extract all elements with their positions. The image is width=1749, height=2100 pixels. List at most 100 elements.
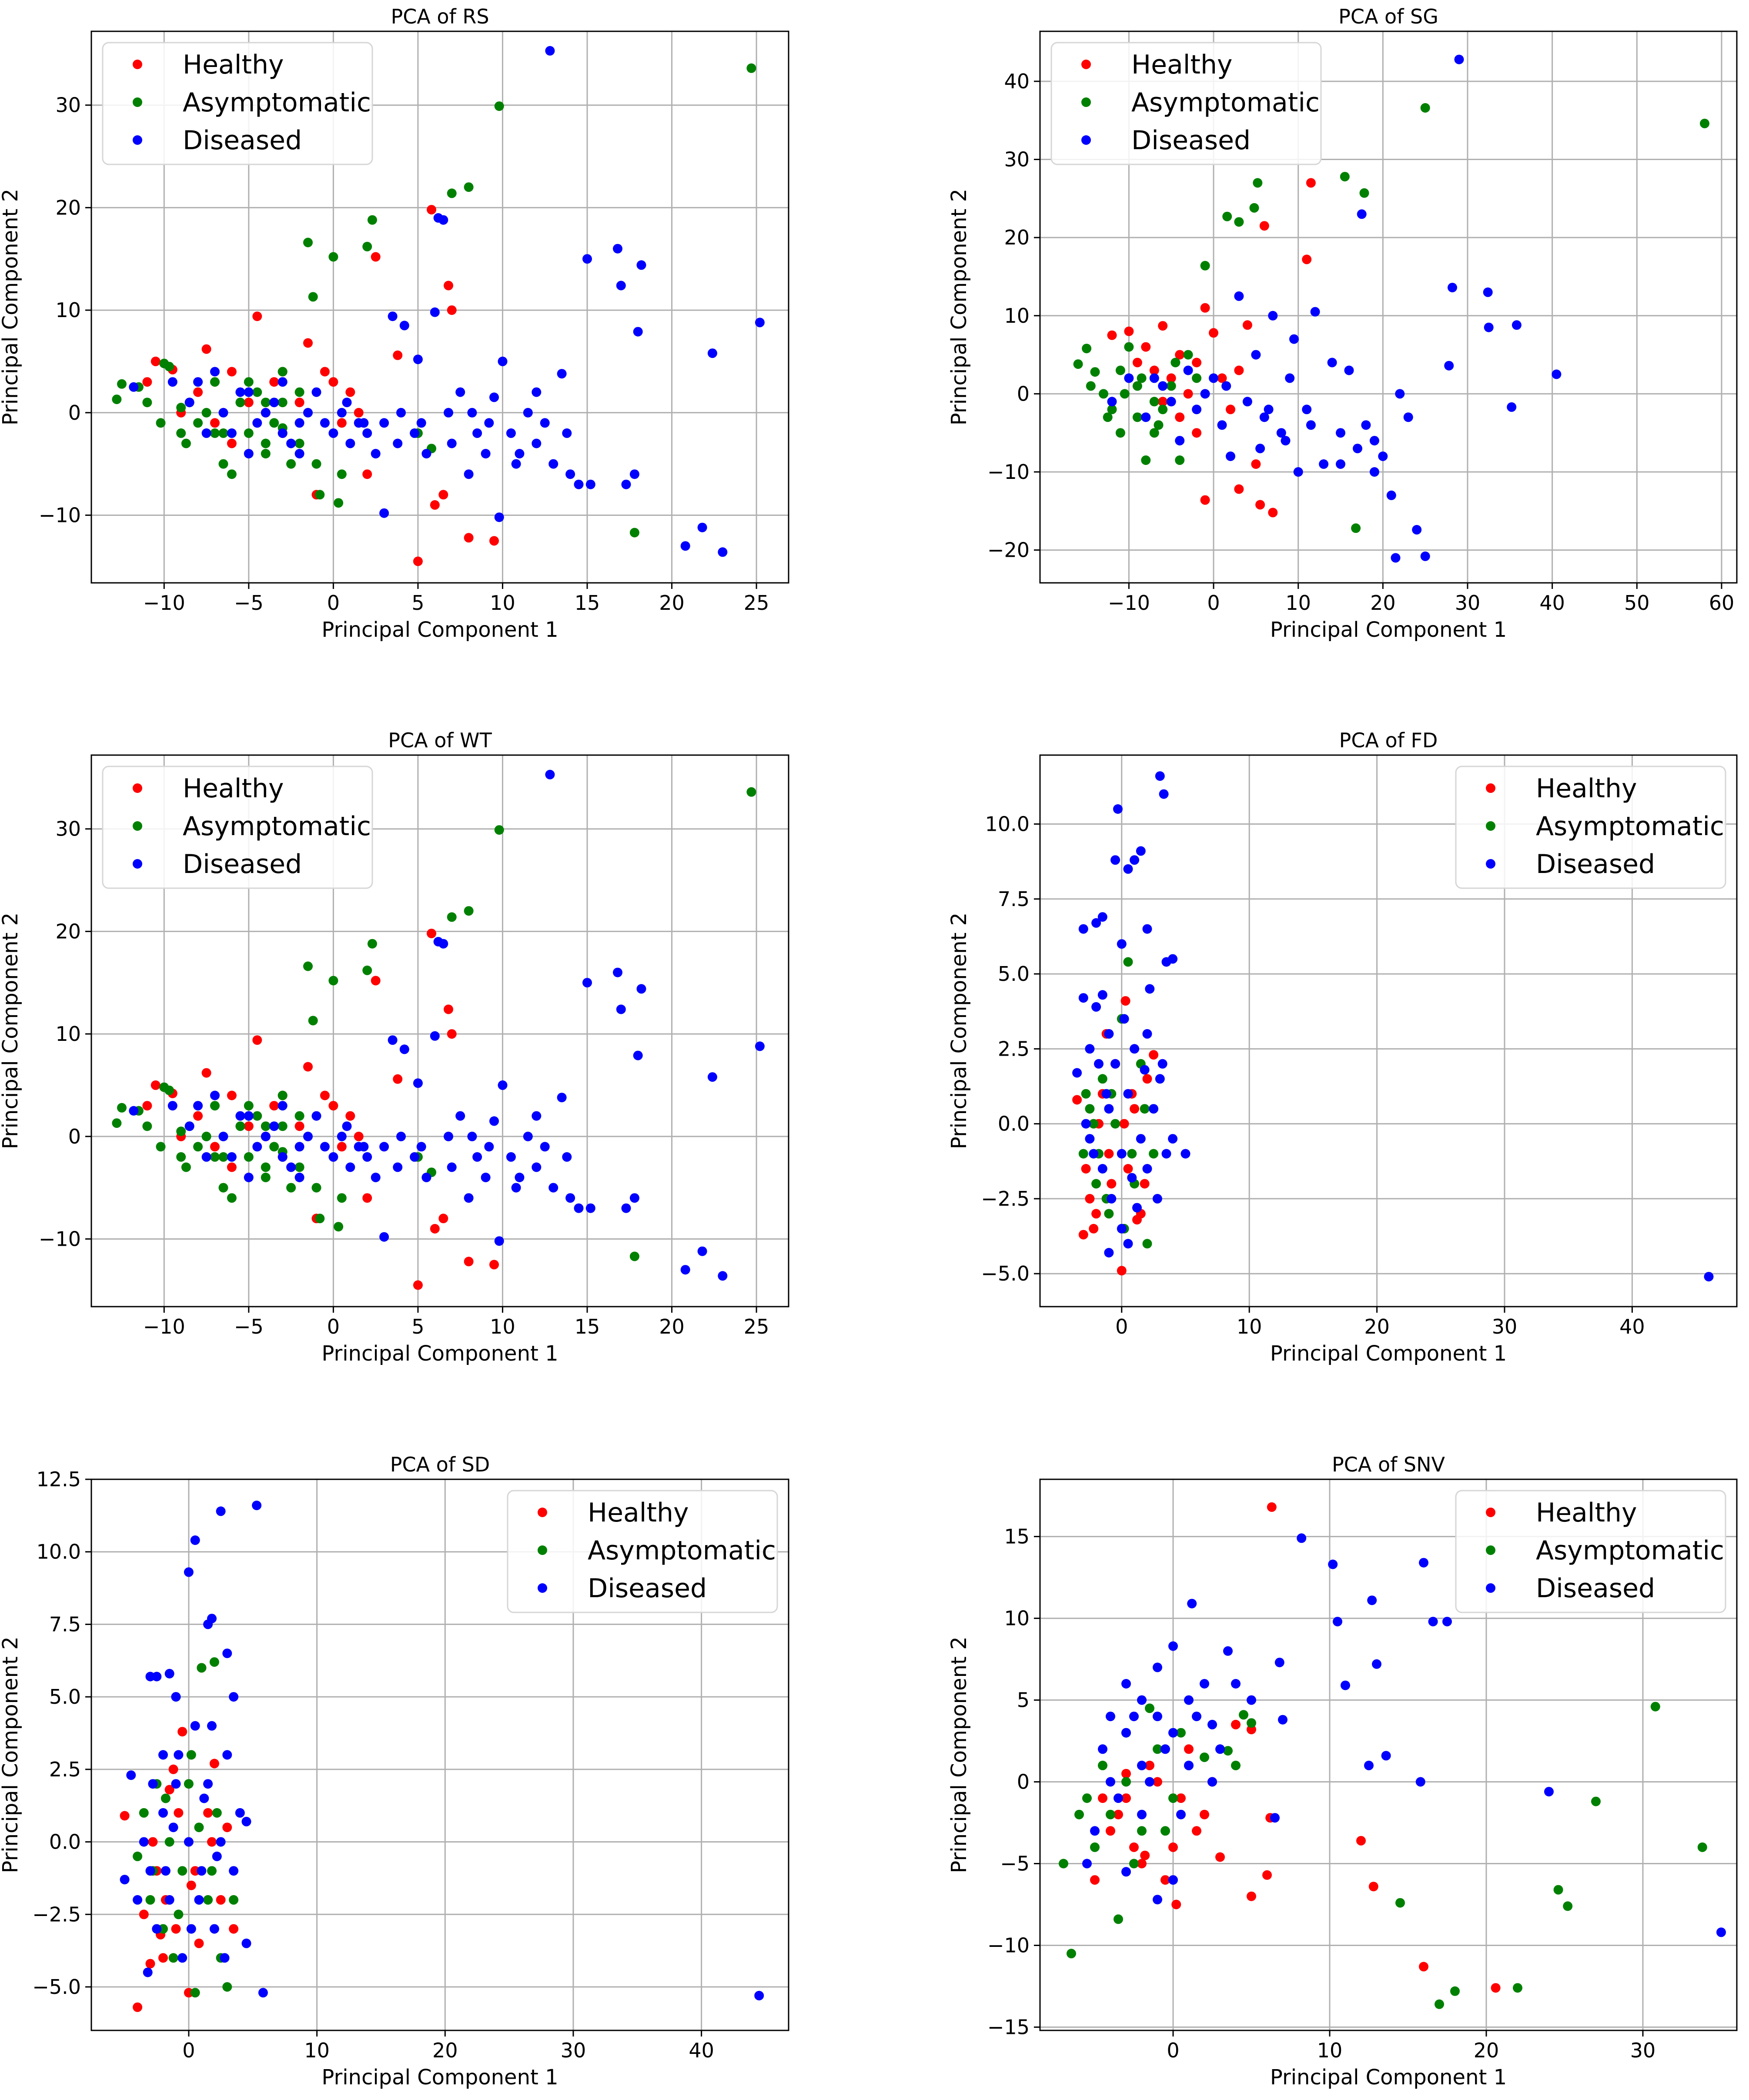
data-point-healthy [1368, 1882, 1378, 1892]
data-point-asymptomatic [244, 1101, 254, 1111]
subplot-4: 0 10 20 30 40 −5.0 −2.5 0.0 2.5 5.0 7.5 10.0 PCA of … [947, 729, 1738, 1366]
data-point-diseased [498, 1080, 508, 1090]
legend-label-asymptomatic: Asymptomatic [1536, 811, 1724, 842]
legend-marker-asymptomatic [1486, 1545, 1495, 1555]
data-point-diseased [359, 418, 369, 428]
data-point-diseased [1117, 1224, 1127, 1234]
x-tick-label: 40 [1539, 591, 1565, 615]
series-diseased [1072, 771, 1714, 1282]
series-asymptomatic [1073, 103, 1709, 533]
data-point-healthy [168, 1764, 178, 1774]
data-point-asymptomatic [261, 1162, 271, 1172]
data-point-asymptomatic [235, 1121, 245, 1131]
data-point-diseased [1412, 525, 1422, 535]
data-point-asymptomatic [1450, 1986, 1460, 1996]
data-point-asymptomatic [1085, 1104, 1095, 1114]
data-point-asymptomatic [334, 1222, 344, 1232]
data-point-asymptomatic [1132, 381, 1142, 391]
data-point-diseased [1448, 283, 1457, 293]
data-point-healthy [1072, 1095, 1082, 1105]
data-point-asymptomatic [1120, 389, 1130, 399]
data-point-diseased [269, 1121, 279, 1131]
legend-marker-healthy [1081, 60, 1091, 69]
data-point-diseased [227, 428, 237, 438]
data-point-healthy [1166, 373, 1176, 383]
data-point-diseased [1149, 1104, 1159, 1114]
legend-marker-healthy [133, 783, 142, 793]
data-point-asymptomatic [181, 1162, 191, 1172]
data-point-diseased [1097, 912, 1107, 922]
data-point-diseased [1223, 1646, 1233, 1656]
data-point-diseased [218, 408, 228, 418]
legend-label-healthy: Healthy [183, 773, 284, 804]
data-point-diseased [1158, 381, 1168, 391]
data-point-asymptomatic [1697, 1842, 1707, 1852]
data-point-asymptomatic [1141, 455, 1151, 465]
data-point-diseased [1247, 1695, 1256, 1705]
data-point-diseased [1378, 451, 1388, 461]
data-point-diseased [1226, 451, 1235, 461]
data-point-diseased [359, 1142, 369, 1152]
data-point-diseased [1145, 984, 1155, 994]
data-point-asymptomatic [209, 1657, 219, 1667]
data-point-diseased [1381, 1751, 1391, 1761]
data-point-healthy [1226, 405, 1235, 415]
data-point-diseased [1085, 1134, 1095, 1144]
data-point-healthy [174, 1808, 184, 1818]
data-point-asymptomatic [746, 787, 756, 797]
data-point-diseased [1089, 1149, 1099, 1159]
data-point-asymptomatic [1170, 358, 1180, 368]
data-point-diseased [261, 408, 271, 418]
data-point-diseased [1142, 1029, 1152, 1039]
legend-label-healthy: Healthy [588, 1498, 689, 1528]
data-point-diseased [1168, 1641, 1178, 1651]
data-point-diseased [1442, 1617, 1452, 1627]
data-point-healthy [1267, 1502, 1277, 1512]
data-point-healthy [186, 1880, 196, 1890]
y-tick-label: 30 [55, 94, 81, 117]
data-point-diseased [494, 512, 504, 522]
legend-label-asymptomatic: Asymptomatic [183, 811, 371, 842]
data-point-diseased [616, 1004, 626, 1014]
data-point-diseased [421, 449, 431, 458]
data-point-healthy [294, 1121, 304, 1131]
data-point-diseased [1302, 405, 1312, 415]
data-point-diseased [1081, 1119, 1091, 1129]
data-point-asymptomatic [139, 1808, 149, 1818]
data-point-diseased [222, 1649, 232, 1659]
axes-frame [1039, 30, 1738, 584]
data-point-diseased [342, 398, 352, 408]
data-point-diseased [1090, 1826, 1100, 1836]
data-point-diseased [1132, 1203, 1142, 1213]
data-point-asymptomatic [367, 939, 377, 949]
data-point-healthy [1242, 320, 1252, 330]
data-point-healthy [203, 1808, 213, 1818]
y-axis-label: Principal Component 2 [947, 1636, 971, 1873]
data-point-asymptomatic [308, 1016, 318, 1026]
data-point-diseased [1137, 1695, 1147, 1705]
data-point-healthy [1149, 1050, 1159, 1060]
legend-label-asymptomatic: Asymptomatic [183, 87, 371, 118]
series-asymptomatic [133, 1657, 239, 1998]
data-point-healthy [171, 1924, 181, 1934]
data-point-asymptomatic [294, 387, 304, 397]
data-point-diseased [1215, 1744, 1225, 1754]
series-healthy [1107, 178, 1316, 518]
data-point-diseased [278, 428, 288, 438]
data-point-asymptomatic [1124, 342, 1134, 352]
legend: Healthy Asymptomatic Diseased [1455, 766, 1726, 889]
data-point-asymptomatic [286, 1183, 296, 1193]
data-point-asymptomatic [112, 1118, 122, 1128]
legend-marker-diseased [1486, 1583, 1495, 1593]
data-point-diseased [511, 459, 521, 469]
data-point-diseased [574, 1203, 584, 1213]
data-point-diseased [1231, 1679, 1241, 1689]
data-point-asymptomatic [156, 418, 166, 428]
data-point-diseased [515, 1173, 525, 1182]
data-point-diseased [1192, 405, 1202, 415]
data-point-healthy [164, 1785, 174, 1795]
legend-label-asymptomatic: Asymptomatic [588, 1535, 776, 1566]
data-point-diseased [1168, 1134, 1178, 1144]
x-tick-label: 20 [659, 1315, 685, 1338]
data-point-asymptomatic [1553, 1885, 1563, 1895]
